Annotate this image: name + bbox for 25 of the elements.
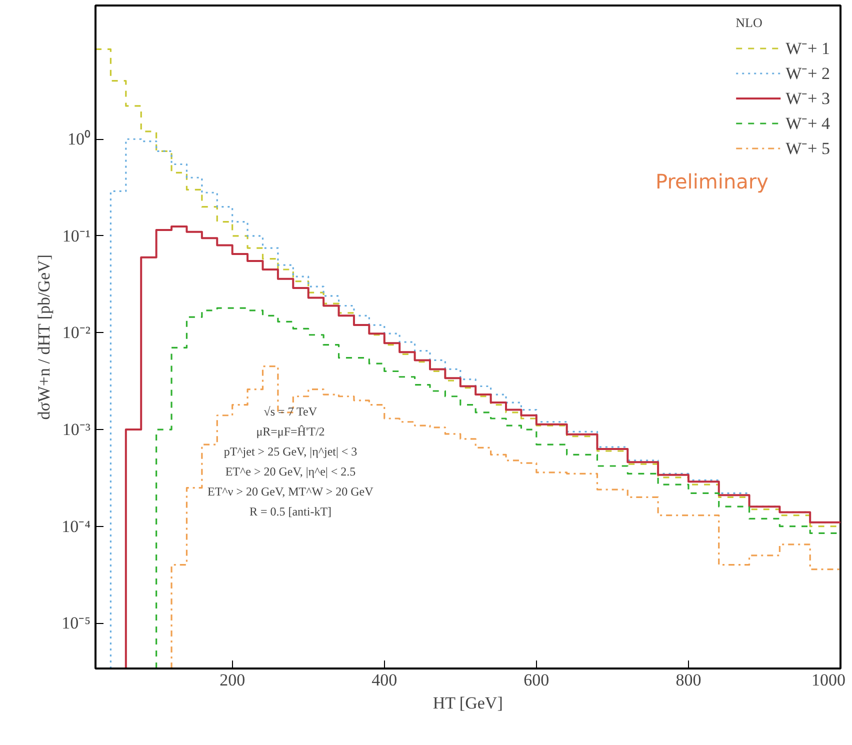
y-axis-title: dσW+n / dHT [pb/GeV] bbox=[34, 254, 54, 420]
y-tick-label: 10⁰ bbox=[68, 130, 90, 149]
y-tick-label: 10⁻⁴ bbox=[62, 516, 91, 536]
y-tick-label: 10⁻² bbox=[62, 323, 91, 342]
x-tick-label: 400 bbox=[372, 670, 398, 690]
legend-label: W⁻+ 4 bbox=[786, 113, 830, 134]
legend-label: W⁻+ 2 bbox=[786, 63, 830, 84]
y-tick-label: 10⁻¹ bbox=[62, 226, 91, 246]
legend-label: W⁻+ 3 bbox=[786, 88, 830, 109]
annotation: Preliminary bbox=[656, 170, 769, 194]
x-tick-label: 1000 bbox=[812, 670, 846, 690]
y-tick-label: 10⁻³ bbox=[62, 420, 91, 440]
x-tick-label: 200 bbox=[220, 670, 246, 690]
annotation: R = 0.5 [anti-kT] bbox=[249, 504, 332, 518]
legend-label: W⁻+ 1 bbox=[786, 38, 830, 59]
x-tick-label: 800 bbox=[676, 670, 702, 690]
legend-label: W⁻+ 5 bbox=[786, 138, 830, 159]
annotation: ET^e > 20 GeV, |η^e| < 2.5 bbox=[225, 464, 356, 478]
x-axis-title: HT [GeV] bbox=[432, 694, 503, 712]
y-tick-label: 10⁻⁵ bbox=[62, 614, 91, 633]
annotation: pT^jet > 25 GeV, |η^jet| < 3 bbox=[224, 444, 358, 458]
annotation: μR=μF=Ĥ'T/2 bbox=[256, 424, 325, 438]
x-tick-label: 600 bbox=[524, 670, 550, 690]
annotation: ET^ν > 20 GeV, MT^W > 20 GeV bbox=[208, 484, 374, 498]
legend-title: NLO bbox=[736, 15, 764, 31]
